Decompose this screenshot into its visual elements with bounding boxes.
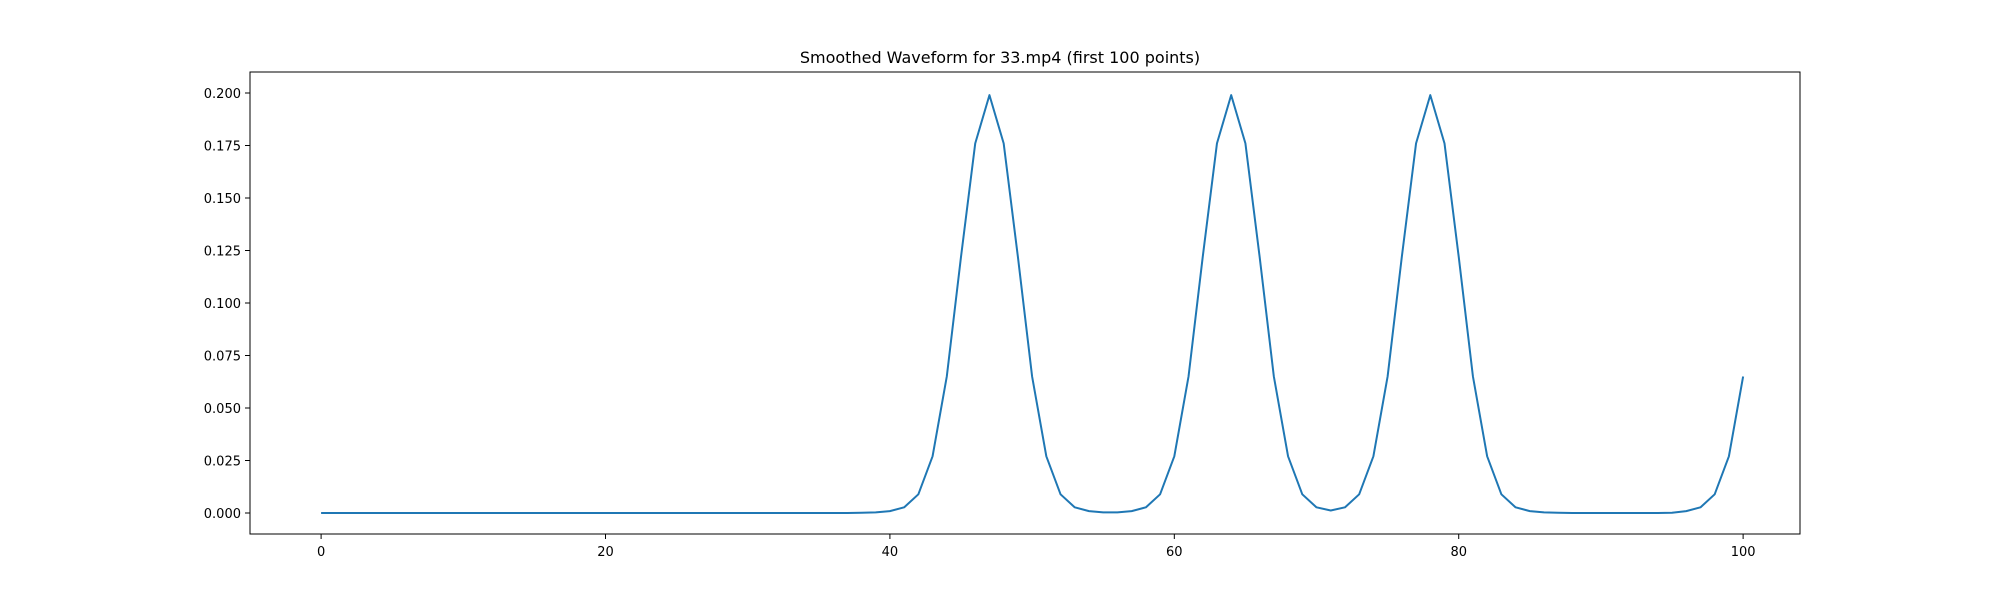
y-tick-label: 0.200: [204, 87, 241, 102]
x-tick-label: 20: [597, 545, 614, 560]
y-tick-label: 0.025: [204, 455, 241, 470]
y-tick-label: 0.175: [204, 140, 241, 155]
series-line: [321, 94, 1745, 514]
y-tick-label: 0.100: [204, 297, 241, 312]
x-tick-label: 0: [317, 545, 325, 560]
y-tick-label: 0.050: [204, 402, 241, 417]
y-tick-label: 0.000: [204, 507, 241, 522]
x-axis: 0 20 40 60 80 100: [317, 534, 1756, 560]
x-tick-label: 80: [1450, 545, 1467, 560]
y-tick-label: 0.125: [204, 245, 241, 260]
x-tick-label: 40: [882, 545, 899, 560]
y-tick-label: 0.150: [204, 192, 241, 207]
x-tick-label: 60: [1166, 545, 1183, 560]
y-axis: 0.000 0.025 0.050 0.075 0.100 0.125 0.150 0.175…: [204, 87, 250, 522]
y-tick-label: 0.075: [204, 350, 241, 365]
plot-frame: [249, 71, 1801, 535]
chart-title: Smoothed Waveform for 33.mp4 (first 100 …: [800, 48, 1200, 67]
x-tick-label: 100: [1731, 545, 1756, 560]
